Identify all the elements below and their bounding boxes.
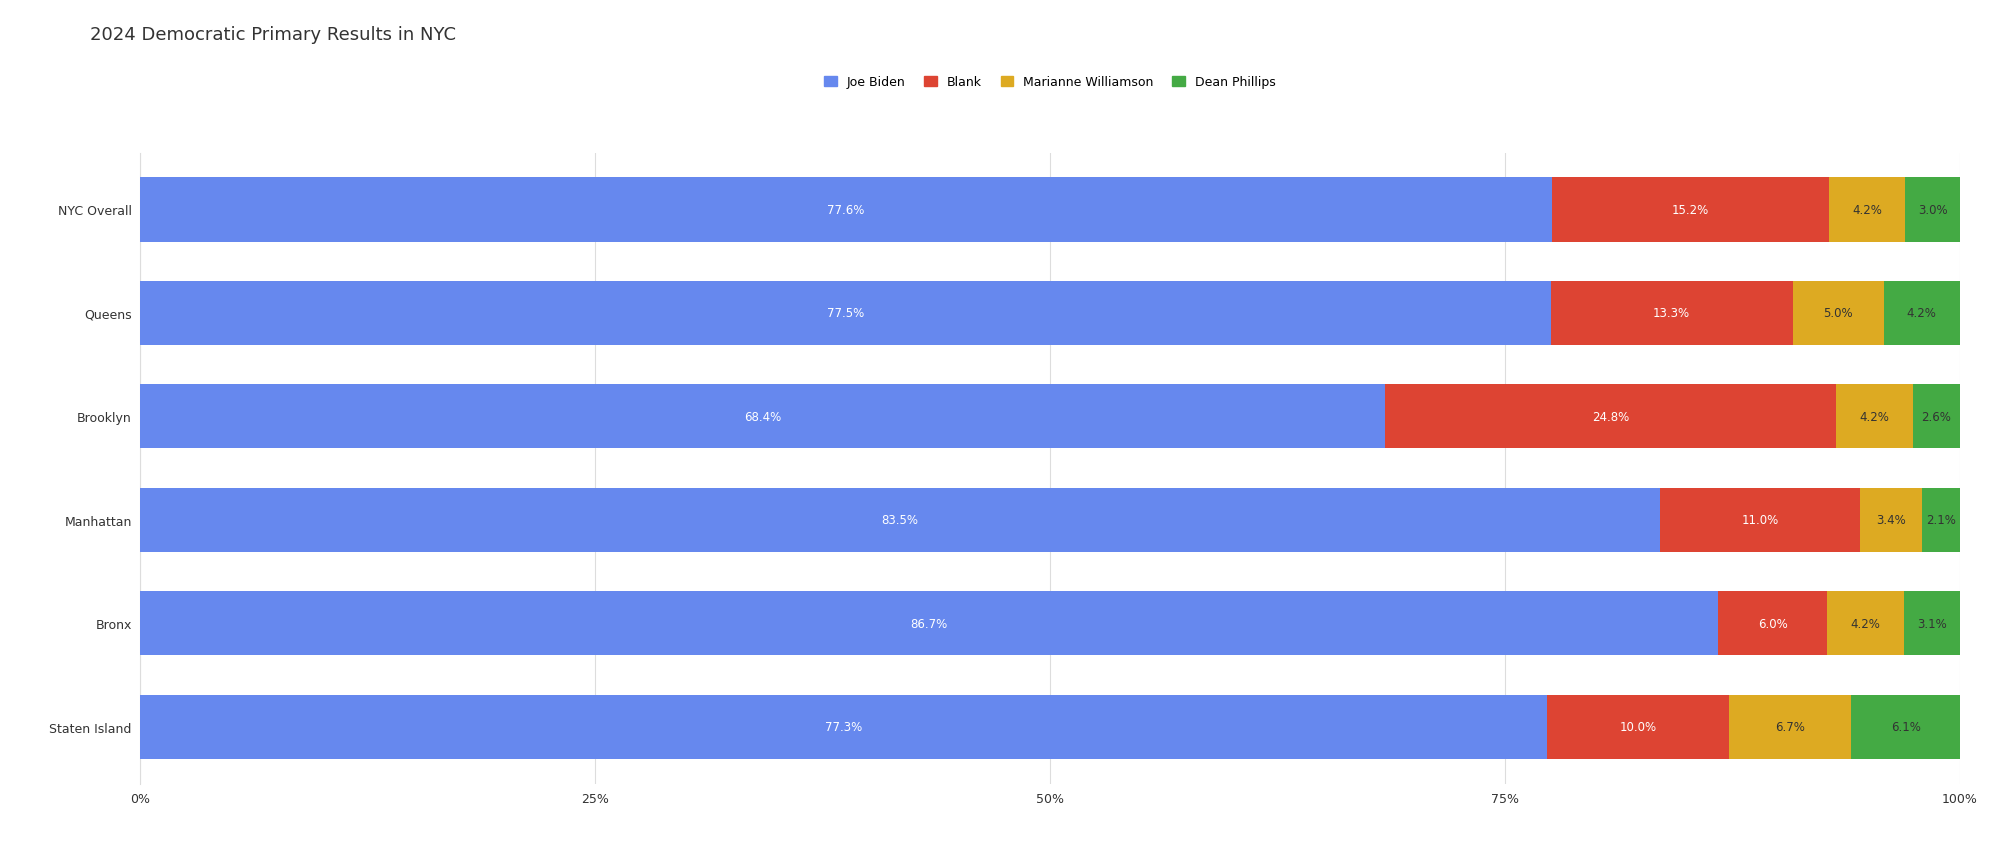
Bar [1906,178,1960,242]
Bar [1850,695,1962,759]
Text: 3.4%: 3.4% [1876,514,1906,527]
Text: 4.2%: 4.2% [1850,617,1880,630]
Text: 6.0%: 6.0% [1758,617,1788,630]
Bar [1550,281,1792,346]
Bar [1728,695,1850,759]
Text: 4.2%: 4.2% [1906,307,1936,320]
Text: 15.2%: 15.2% [1672,204,1710,216]
Bar [1828,178,1906,242]
Bar [1922,488,1960,552]
Text: 11.0%: 11.0% [1742,514,1778,527]
Bar [140,591,1718,656]
Bar [1904,591,1960,656]
Bar [1836,385,1912,449]
Bar [140,178,1552,242]
Bar [1718,591,1828,656]
Text: 86.7%: 86.7% [910,617,948,630]
Bar [1912,385,1960,449]
Bar [140,385,1384,449]
Text: 6.1%: 6.1% [1892,721,1922,734]
Legend: Joe Biden, Blank, Marianne Williamson, Dean Phillips: Joe Biden, Blank, Marianne Williamson, D… [820,72,1280,95]
Text: 77.5%: 77.5% [826,307,864,320]
Text: 5.0%: 5.0% [1824,307,1852,320]
Text: 68.4%: 68.4% [744,411,782,423]
Bar [1792,281,1884,346]
Bar [140,488,1660,552]
Text: 4.2%: 4.2% [1852,204,1882,216]
Text: 2024 Democratic Primary Results in NYC: 2024 Democratic Primary Results in NYC [90,26,456,43]
Text: 2.6%: 2.6% [1922,411,1952,423]
Text: 4.2%: 4.2% [1860,411,1890,423]
Text: 10.0%: 10.0% [1620,721,1656,734]
Bar [1384,385,1836,449]
Bar [1860,488,1922,552]
Bar [1660,488,1860,552]
Text: 24.8%: 24.8% [1592,411,1630,423]
Bar [140,695,1546,759]
Bar [1884,281,1960,346]
Text: 2.1%: 2.1% [1926,514,1956,527]
Text: 77.6%: 77.6% [828,204,864,216]
Bar [140,281,1550,346]
Text: 83.5%: 83.5% [882,514,918,527]
Bar [1828,591,1904,656]
Bar [1552,178,1828,242]
Text: 3.0%: 3.0% [1918,204,1948,216]
Text: 13.3%: 13.3% [1652,307,1690,320]
Text: 77.3%: 77.3% [824,721,862,734]
Bar [1546,695,1728,759]
Text: 6.7%: 6.7% [1774,721,1804,734]
Text: 3.1%: 3.1% [1916,617,1946,630]
